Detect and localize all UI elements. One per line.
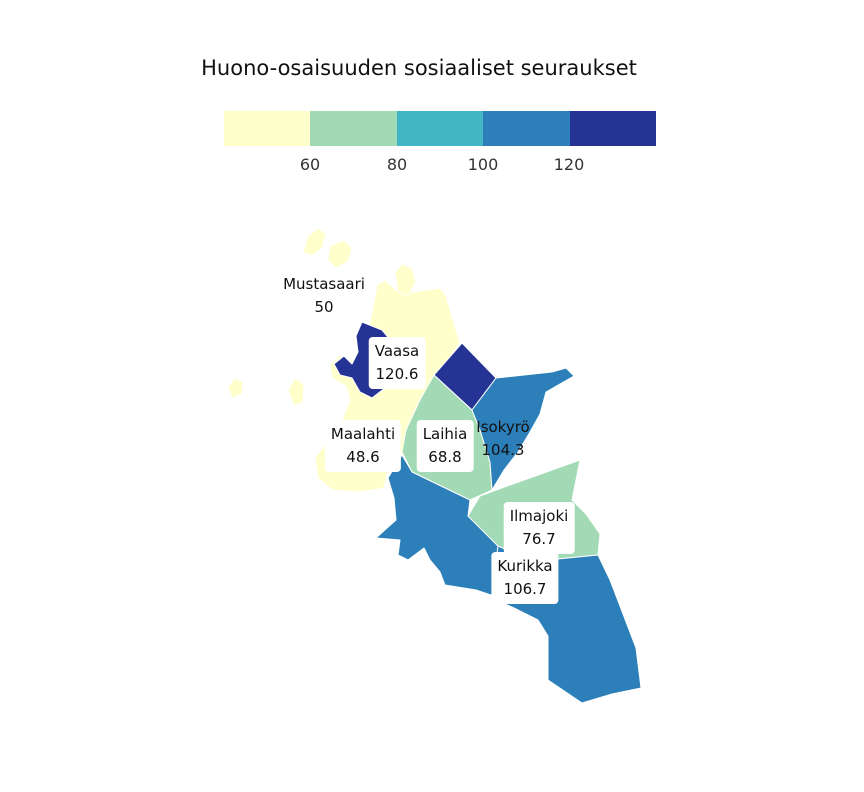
label-isokyro: Isokyrö 104.3 — [470, 413, 535, 465]
region-name: Vaasa — [374, 342, 420, 360]
region-mustasaari-island-1 — [302, 227, 327, 257]
region-name: Laihia — [422, 425, 468, 443]
region-mustasaari-island-5 — [287, 377, 305, 407]
label-laihia: Laihia 68.8 — [416, 420, 474, 472]
label-ilmajoki: Ilmajoki 76.7 — [503, 502, 575, 554]
region-mustasaari-island-3 — [394, 263, 417, 297]
region-value: 104.3 — [481, 441, 525, 459]
region-value: 106.7 — [503, 580, 547, 598]
label-kurikka: Kurikka 106.7 — [491, 552, 559, 604]
region-value: 120.6 — [375, 365, 419, 383]
label-mustasaari: Mustasaari 50 — [277, 270, 371, 322]
region-name: Isokyrö — [476, 418, 530, 436]
legend-swatch-5 — [569, 111, 657, 146]
label-vaasa: Vaasa 120.6 — [368, 337, 426, 389]
legend-swatch-4 — [483, 111, 570, 146]
map-title: Huono-osaisuuden sosiaaliset seuraukset — [201, 56, 637, 80]
region-value: 68.8 — [428, 448, 462, 466]
legend-swatch-1 — [224, 111, 311, 146]
region-mustasaari-island-4 — [227, 377, 244, 399]
legend-swatch-2 — [310, 111, 397, 146]
region-value: 76.7 — [522, 530, 556, 548]
region-name: Maalahti — [330, 425, 396, 443]
legend-tick-120: 120 — [553, 155, 585, 174]
region-name: Kurikka — [497, 557, 553, 575]
legend-swatch-3 — [396, 111, 484, 146]
color-legend — [224, 111, 657, 146]
legend-tick-60: 60 — [299, 155, 321, 174]
region-value: 48.6 — [346, 448, 380, 466]
region-name: Ilmajoki — [509, 507, 569, 525]
region-value: 50 — [314, 298, 334, 316]
legend-tick-80: 80 — [386, 155, 408, 174]
label-maalahti: Maalahti 48.6 — [324, 420, 402, 472]
region-isokyro — [471, 367, 575, 491]
region-mustasaari-island-2 — [327, 239, 353, 269]
legend-tick-100: 100 — [467, 155, 499, 174]
region-name: Mustasaari — [283, 275, 365, 293]
